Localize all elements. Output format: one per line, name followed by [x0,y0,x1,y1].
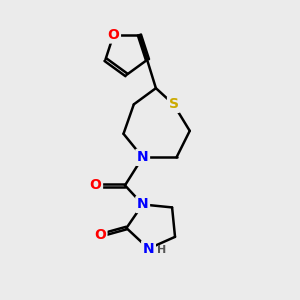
Text: H: H [157,245,166,255]
Text: S: S [169,98,178,111]
Text: O: O [107,28,119,42]
Text: N: N [143,242,154,256]
Text: O: O [90,178,101,192]
Text: N: N [137,150,148,164]
Text: O: O [94,228,106,242]
Text: N: N [137,197,148,212]
